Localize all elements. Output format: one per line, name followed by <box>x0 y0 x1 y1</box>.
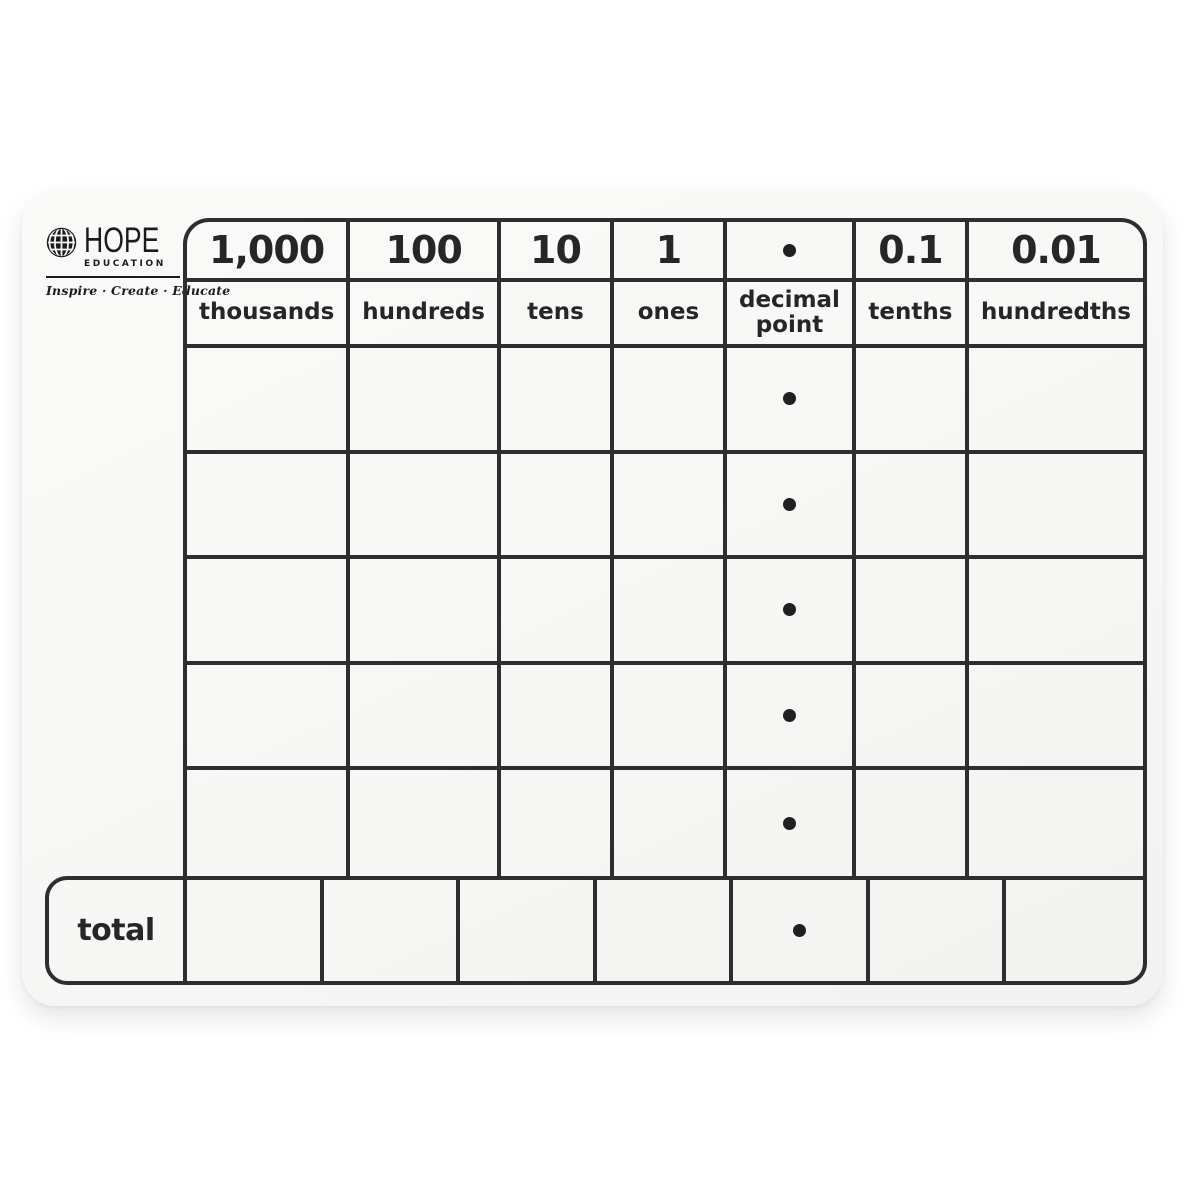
globe-icon <box>46 227 77 258</box>
body-cell <box>855 664 969 771</box>
decimal-dot <box>782 603 796 617</box>
total-cell <box>460 880 597 981</box>
body-cell-decimal <box>727 770 856 876</box>
body-cell <box>614 770 727 876</box>
header-label-tens: tens <box>500 282 614 348</box>
total-label-cell: total <box>49 880 187 981</box>
whiteboard-mat: HOPE EDUCATION Inspire · Create · Educat… <box>22 191 1163 1006</box>
total-cell <box>187 880 324 981</box>
header-value-hundreds: 100 <box>350 222 501 282</box>
header-label-hundredths: hundredths <box>968 282 1143 348</box>
body-cell <box>613 664 727 771</box>
total-cell-decimal <box>733 880 870 981</box>
body-cell <box>855 559 969 665</box>
body-cell <box>350 664 501 771</box>
total-cell <box>870 880 1007 981</box>
body-cell <box>613 453 727 560</box>
header-value-ones: 1 <box>613 222 727 282</box>
header-value-tenths: 0.1 <box>855 222 969 282</box>
logo-row: HOPE EDUCATION <box>46 221 186 269</box>
header-label-decimal-point: decimal point <box>726 282 856 348</box>
header-label-hundreds: hundreds <box>350 282 501 348</box>
body-cell <box>613 348 727 454</box>
body-cell <box>968 559 1143 665</box>
body-cell <box>350 348 501 454</box>
brand-subname: EDUCATION <box>84 258 166 269</box>
body-cell <box>969 770 1143 876</box>
decimal-dot <box>782 709 796 723</box>
header-label-ones: ones <box>613 282 727 348</box>
body-cell <box>500 348 614 454</box>
header-label-thousands: thousands <box>187 282 351 348</box>
body-cell <box>350 453 501 560</box>
body-cell <box>500 453 614 560</box>
total-cell <box>1006 880 1143 981</box>
body-cell <box>968 348 1143 454</box>
header-value-tens: 10 <box>500 222 614 282</box>
header-value-decimal-point <box>726 222 856 282</box>
brand-name: HOPE <box>84 221 160 260</box>
total-row: total <box>45 876 1147 985</box>
decimal-dot <box>782 497 796 511</box>
header-value-hundredths: 0.01 <box>968 222 1143 282</box>
decimal-dot <box>782 816 796 830</box>
body-cell <box>187 664 351 771</box>
brand-logo: HOPE EDUCATION Inspire · Create · Educat… <box>46 221 231 298</box>
body-cell <box>856 770 969 876</box>
body-cell <box>350 559 501 665</box>
logo-divider <box>46 275 180 278</box>
body-cell <box>613 559 727 665</box>
header-label-tenths: tenths <box>855 282 969 348</box>
brand-tagline: Inspire · Create · Educate <box>46 282 231 298</box>
total-cell <box>324 880 461 981</box>
body-cell <box>350 770 501 876</box>
body-cell <box>500 664 614 771</box>
body-cell <box>187 770 351 876</box>
logo-text: HOPE EDUCATION <box>84 221 183 269</box>
body-cell <box>968 454 1143 560</box>
body-cell <box>187 559 351 665</box>
body-cell <box>855 348 969 454</box>
body-cell-decimal <box>726 664 856 771</box>
body-cell <box>968 665 1143 771</box>
header-value-thousands: 1,000 <box>187 222 351 282</box>
body-cell <box>187 348 351 454</box>
body-cell <box>855 453 969 560</box>
decimal-dot <box>782 243 796 257</box>
decimal-dot <box>782 392 796 406</box>
place-value-grid: 1,000 100 10 1 0.1 0.01 thousands hundre… <box>183 218 1147 876</box>
body-cell <box>187 453 351 560</box>
body-cell-decimal <box>726 559 856 665</box>
body-cell-decimal <box>726 453 856 560</box>
decimal-dot <box>793 924 807 937</box>
body-cell <box>500 559 614 665</box>
body-cell <box>501 770 614 876</box>
total-cell <box>597 880 734 981</box>
body-cell-decimal <box>726 348 856 454</box>
